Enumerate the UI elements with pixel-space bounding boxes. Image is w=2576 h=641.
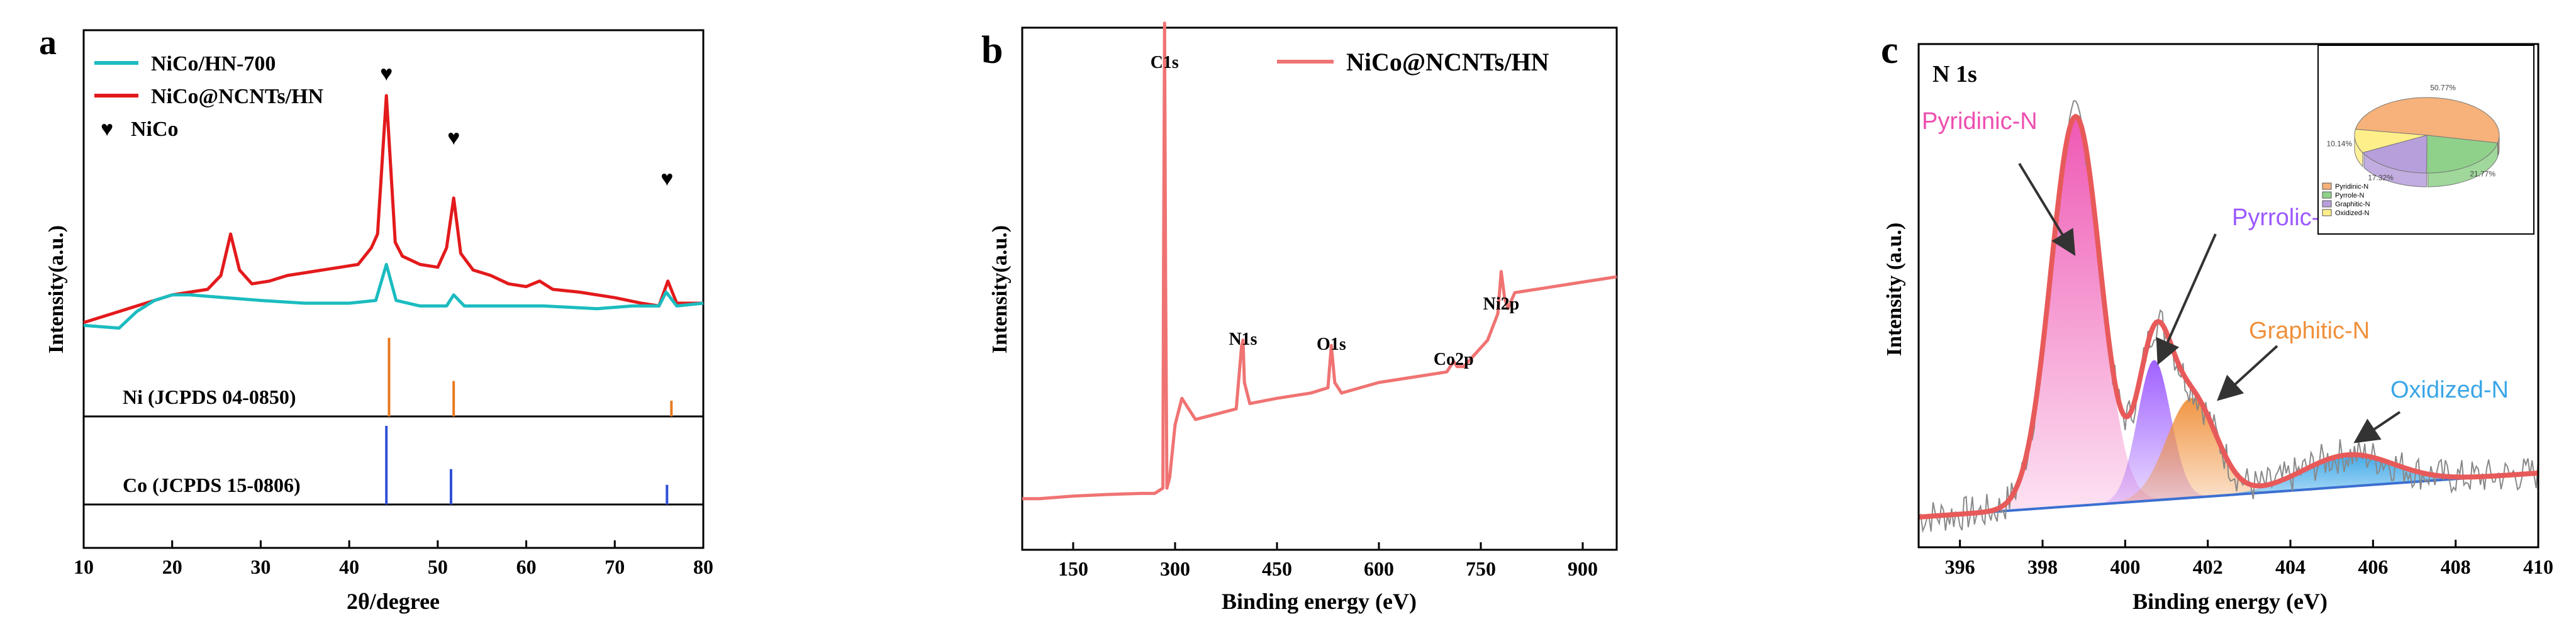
x-tick-label-b-900: 900 — [1568, 557, 1598, 580]
label-pyridinic-n: Pyridinic-N — [1922, 108, 2038, 135]
arrow-pyridinic — [2018, 162, 2076, 256]
legend-label-nico: NiCo — [131, 118, 179, 141]
panel-label-a: a — [39, 23, 57, 62]
x-axis-b: 150 300 450 600 750 900 — [1058, 542, 1598, 580]
x-tick-label-c-396: 396 — [1945, 555, 1975, 578]
reference-label-1: Co (JCPDS 15-0806) — [123, 474, 301, 496]
x-tick-label-a-50: 50 — [428, 555, 448, 578]
pie-value-label-pyrrole-n: 21.77% — [2470, 170, 2495, 179]
peak-marker-heart-icon-1: ♥ — [447, 126, 460, 150]
panel-label-c: c — [1881, 29, 1899, 72]
peak-labels-b: C1s N1s O1s Co2p Ni2p — [1151, 53, 1519, 369]
pie-legend-label-pyridinic-n: Pyridinic-N — [2335, 183, 2368, 191]
pie-slices: 50.77% 21.77% 17.32% 10.14% — [2326, 83, 2500, 187]
arrow-oxidized — [2353, 411, 2401, 443]
peak-label-n1s: N1s — [1229, 330, 1257, 349]
x-tick-label-a-80: 80 — [693, 555, 713, 578]
peak-label-co2p: Co2p — [1434, 350, 1474, 369]
x-tick-label-c-398: 398 — [2027, 555, 2058, 578]
y-axis-label-c: Intensity (a.u.) — [1883, 223, 1906, 357]
plot-frame-c — [1917, 43, 2540, 549]
peak-marker-heart-icon-0: ♥ — [380, 62, 393, 86]
peak-label-ni2p: Ni2p — [1483, 294, 1520, 314]
x-axis-label-a: 2θ/degree — [347, 589, 440, 614]
x-tick-label-b-600: 600 — [1364, 557, 1394, 580]
x-tick-label-c-406: 406 — [2358, 555, 2388, 578]
x-tick-label-a-40: 40 — [339, 555, 359, 578]
panel-b: b C1s N1s O1s Co2p Ni2p 150 300 450 600 750 900 B… — [981, 21, 1618, 614]
x-tick-label-a-60: 60 — [516, 555, 537, 578]
panel-a: a Ni (JCPDS 04-0850) Co (JCPDS 15-0806) ♥… — [39, 23, 713, 614]
series-line-nico-ncnts-hn — [83, 94, 703, 325]
pie-legend-swatch-pyrrole-n — [2322, 191, 2332, 199]
inset-pie-chart: 50.77% 21.77% 17.32% 10.14% Pyridinic-NPyrr… — [2317, 45, 2534, 235]
x-tick-label-c-410: 410 — [2523, 555, 2553, 578]
reference-patterns: Ni (JCPDS 04-0850) Co (JCPDS 15-0806) — [84, 338, 703, 506]
panel-title-c: N 1s — [1932, 61, 1977, 87]
legend-label-b: NiCo@NCNTs/HN — [1346, 48, 1549, 76]
x-tick-label-b-150: 150 — [1058, 557, 1088, 580]
pie-legend-label-graphitic-n: Graphitic-N — [2335, 201, 2370, 208]
reference-label-0: Ni (JCPDS 04-0850) — [123, 386, 296, 408]
y-axis-label-b: Intensity(a.u.) — [988, 225, 1012, 354]
pie-slice-pyrrole-n — [2426, 135, 2499, 174]
pie-value-label-oxidized-n: 10.14% — [2326, 139, 2352, 148]
x-tick-label-b-300: 300 — [1160, 557, 1190, 580]
panel-label-b: b — [981, 29, 1003, 72]
series-group-c — [1918, 100, 2539, 533]
x-tick-label-a-10: 10 — [74, 555, 94, 578]
x-tick-label-a-20: 20 — [162, 555, 182, 578]
legend-label-nico-ncnts: NiCo@NCNTs/HN — [151, 85, 324, 108]
peak-label-o1s: O1s — [1317, 335, 1346, 354]
pie-value-label-pyridinic-n: 50.77% — [2430, 83, 2456, 92]
arrow-pyrrolic — [2156, 233, 2217, 365]
peak-markers-a: ♥ ♥ ♥ — [380, 62, 673, 191]
pie-legend-swatch-oxidized-n — [2322, 209, 2332, 216]
peak-marker-heart-icon-2: ♥ — [661, 167, 673, 191]
panel-c: c N 1s 396 398 400 402 404 406 408 410 Binding … — [1881, 29, 2553, 614]
series-line-nico-hn-700 — [83, 262, 704, 330]
arrow-graphitic — [2217, 345, 2278, 401]
plot-frame-b — [1021, 26, 1618, 551]
pie-slice-pyridinic-n — [2355, 97, 2500, 143]
pie-legend-swatch-graphitic-n — [2322, 200, 2332, 208]
pie-slice-graphitic-n — [2361, 135, 2428, 174]
peak-label-c1s: C1s — [1151, 53, 1179, 72]
x-tick-label-c-402: 402 — [2193, 555, 2223, 578]
fit-envelope-line — [1918, 114, 2539, 520]
x-tick-label-c-400: 400 — [2110, 555, 2140, 578]
annotation-arrows — [2018, 162, 2401, 443]
legend-heart-icon: ♥ — [101, 118, 113, 141]
series-group-a — [83, 94, 704, 330]
pie-slice-oxidized-n — [2354, 128, 2428, 153]
component-area-pyridinic-n — [1919, 116, 2538, 518]
x-tick-label-a-30: 30 — [250, 555, 270, 578]
pie-value-label-graphitic-n: 17.32% — [2368, 174, 2394, 182]
x-tick-label-b-750: 750 — [1466, 557, 1496, 580]
label-graphitic-n: Graphitic-N — [2249, 318, 2370, 344]
pie-legend-label-pyrrole-n: Pyrrole-N — [2335, 192, 2365, 199]
y-axis-label-a: Intensity(a.u.) — [45, 225, 68, 354]
pie-legend-swatch-pyridinic-n — [2322, 182, 2332, 190]
legend-label-nico-hn-700: NiCo/HN-700 — [151, 52, 276, 75]
x-tick-label-a-70: 70 — [605, 555, 625, 578]
plot-frame-a — [82, 29, 705, 549]
component-area-graphitic-n — [1919, 398, 2538, 517]
x-tick-label-c-408: 408 — [2441, 555, 2471, 578]
legend-b: NiCo@NCNTs/HN — [1277, 48, 1549, 76]
x-tick-label-b-450: 450 — [1262, 557, 1292, 580]
label-oxidized-n: Oxidized-N — [2390, 377, 2509, 403]
x-axis-label-b: Binding energy (eV) — [1222, 589, 1417, 614]
legend-a: NiCo/HN-700 NiCo@NCNTs/HN ♥ NiCo — [94, 52, 324, 141]
x-axis-a: 10 20 30 40 50 60 70 80 — [74, 540, 713, 578]
fit-baseline — [1918, 472, 2539, 518]
x-tick-label-c-404: 404 — [2275, 555, 2306, 578]
series-line-nico-ncnts-hn — [1022, 21, 1617, 501]
pie-legend-label-oxidized-n: Oxidized-N — [2335, 209, 2369, 217]
x-axis-c: 396 398 400 402 404 406 408 410 — [1945, 540, 2553, 578]
x-axis-label-c: Binding energy (eV) — [2133, 589, 2328, 614]
series-group-b — [1022, 21, 1617, 501]
